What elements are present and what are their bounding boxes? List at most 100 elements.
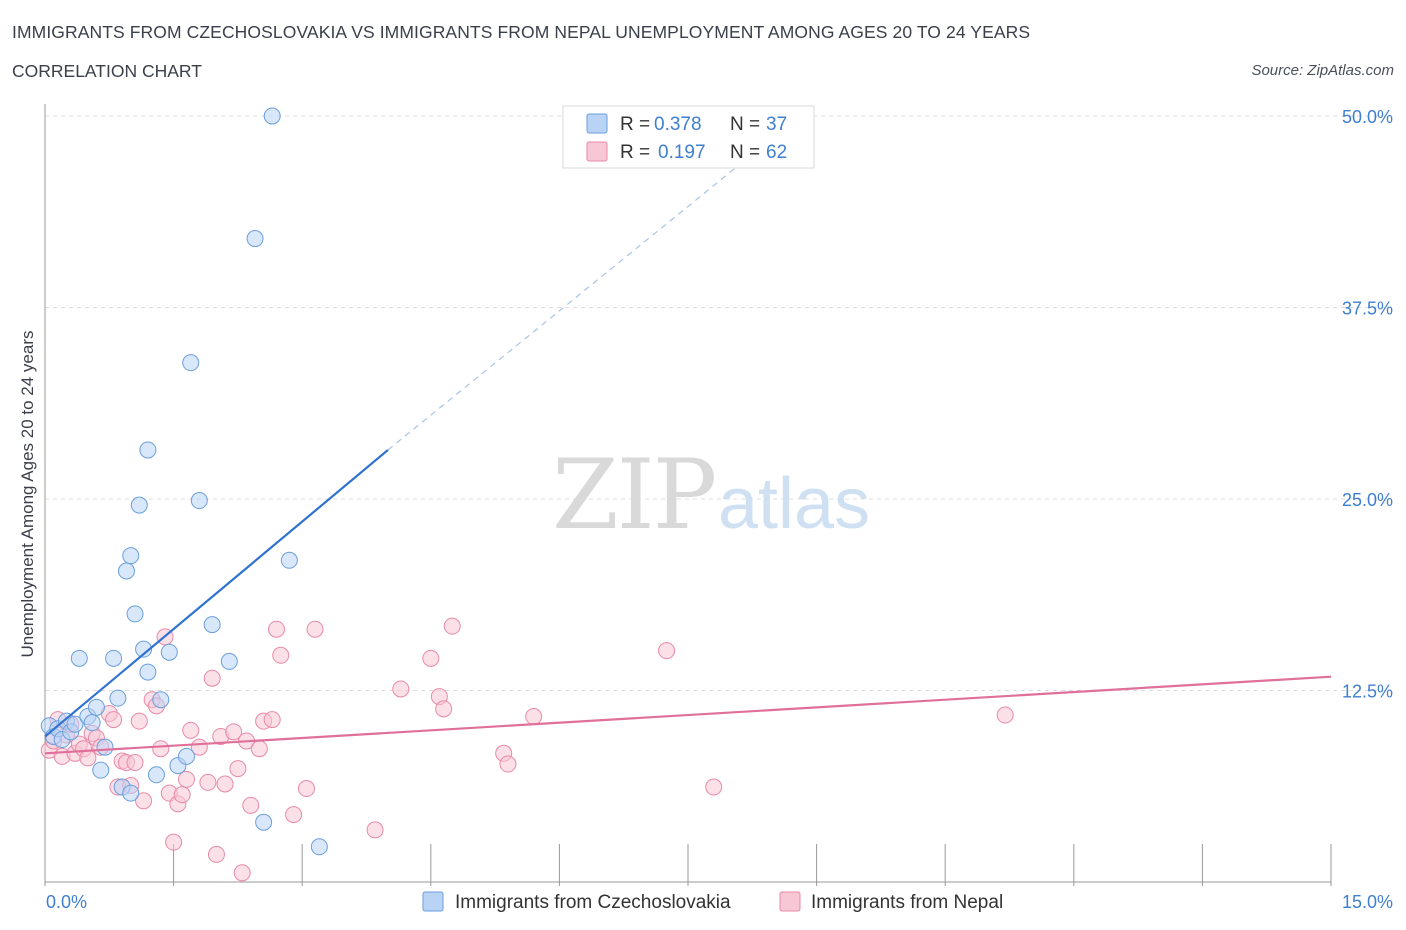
stats-legend: R = 0.378 N = 37 R = 0.197 N = 62 <box>562 105 815 169</box>
czech-point <box>92 761 110 779</box>
nepal-point <box>130 712 148 730</box>
czech-point <box>203 616 221 634</box>
czech-point <box>160 643 178 661</box>
nepal-point <box>272 646 290 664</box>
czech-point <box>135 640 153 658</box>
nepal-point <box>233 864 251 882</box>
czech-point <box>147 766 165 784</box>
chart-subtitle: CORRELATION CHART <box>12 61 202 81</box>
watermark-atlas: atlas <box>718 464 870 544</box>
y-tick-label: 12.5% <box>1342 682 1393 702</box>
nepal-point <box>285 806 303 824</box>
legend-czech-name: Immigrants from Czechoslovakia <box>455 892 731 913</box>
czech-point <box>130 496 148 514</box>
czech-trend-extension <box>387 115 800 451</box>
czech-trend-line <box>44 449 389 738</box>
nepal-point <box>105 711 123 729</box>
legend-nepal-n-label: N = <box>730 142 760 163</box>
nepal-trend-line <box>44 675 1332 755</box>
legend-czech-n-label: N = <box>730 114 760 135</box>
legend-czech-r-label: R = <box>620 114 650 135</box>
czech-point <box>280 551 298 569</box>
chart-title: IMMIGRANTS FROM CZECHOSLOVAKIA VS IMMIGR… <box>12 22 1031 42</box>
czech-point <box>152 691 170 709</box>
series-nepal-points <box>40 617 1014 882</box>
czech-point <box>109 689 127 707</box>
nepal-point <box>173 786 191 804</box>
czech-point <box>83 714 101 732</box>
nepal-point <box>366 821 384 839</box>
watermark: ZIP atlas <box>552 439 870 551</box>
czech-point <box>66 715 84 733</box>
czech-point <box>96 738 114 756</box>
czech-point <box>87 698 105 716</box>
nepal-point <box>297 780 315 798</box>
legend-nepal-r-label: R = <box>620 142 650 163</box>
nepal-point <box>182 721 200 739</box>
x-tick-label: 15.0% <box>1342 892 1393 912</box>
czech-point <box>70 649 88 667</box>
source-credit: Source: ZipAtlas.com <box>1251 62 1394 79</box>
nepal-point <box>996 706 1014 724</box>
czech-point <box>117 562 135 580</box>
czech-point <box>126 605 144 623</box>
legend-swatch-czech <box>586 113 608 134</box>
czech-point <box>139 441 157 459</box>
nepal-point <box>135 792 153 810</box>
nepal-point <box>207 845 225 863</box>
legend-swatch-nepal <box>586 141 608 162</box>
nepal-point <box>126 754 144 772</box>
czech-point <box>182 354 200 372</box>
nepal-point <box>435 700 453 718</box>
legend-swatch-nepal-bottom <box>779 891 801 912</box>
czech-point <box>122 784 140 802</box>
czech-point <box>255 813 273 831</box>
czech-point <box>139 663 157 681</box>
nepal-point <box>658 642 676 660</box>
nepal-point <box>199 773 217 791</box>
nepal-point <box>267 620 285 638</box>
nepal-point <box>263 711 281 729</box>
legend-nepal-n-value: 62 <box>766 142 787 163</box>
nepal-point <box>392 680 410 698</box>
legend-nepal-name: Immigrants from Nepal <box>811 892 1003 913</box>
nepal-point <box>705 778 723 796</box>
czech-point <box>246 230 264 248</box>
grid-lines <box>45 115 1391 691</box>
nepal-point <box>422 649 440 667</box>
nepal-point <box>229 760 247 778</box>
watermark-zip: ZIP <box>552 439 715 551</box>
czech-point <box>220 652 238 670</box>
czech-point <box>310 838 328 856</box>
nepal-point <box>250 740 268 758</box>
nepal-point <box>242 796 260 814</box>
czech-point <box>177 747 195 765</box>
y-tick-label: 50.0% <box>1342 107 1393 127</box>
x-tick-label: 0.0% <box>46 892 87 912</box>
legend-swatch-czech-bottom <box>422 891 444 912</box>
nepal-point <box>152 740 170 758</box>
legend-czech-r-value: 0.378 <box>654 114 702 135</box>
axis-labels: 12.5% 25.0% 37.5% 50.0% 0.0% 15.0% Unemploymen… <box>18 107 1393 912</box>
nepal-point <box>216 775 234 793</box>
nepal-point <box>225 723 243 741</box>
nepal-point <box>165 833 183 851</box>
nepal-point <box>306 620 324 638</box>
nepal-point <box>203 669 221 687</box>
y-axis-title: Unemployment Among Ages 20 to 24 years <box>18 331 37 658</box>
trend-lines <box>44 115 1332 755</box>
nepal-point <box>79 749 97 767</box>
nepal-point <box>499 755 517 773</box>
nepal-point <box>525 708 543 726</box>
czech-point <box>263 107 281 125</box>
nepal-point <box>177 770 195 788</box>
legend-nepal-r-value: 0.197 <box>658 142 706 163</box>
y-tick-label: 25.0% <box>1342 490 1393 510</box>
czech-point <box>122 547 140 565</box>
y-tick-label: 37.5% <box>1342 299 1393 319</box>
axes <box>44 104 1332 886</box>
nepal-point <box>443 617 461 635</box>
czech-point <box>190 492 208 510</box>
series-legend: Immigrants from Czechoslovakia Immigrant… <box>422 891 1003 913</box>
